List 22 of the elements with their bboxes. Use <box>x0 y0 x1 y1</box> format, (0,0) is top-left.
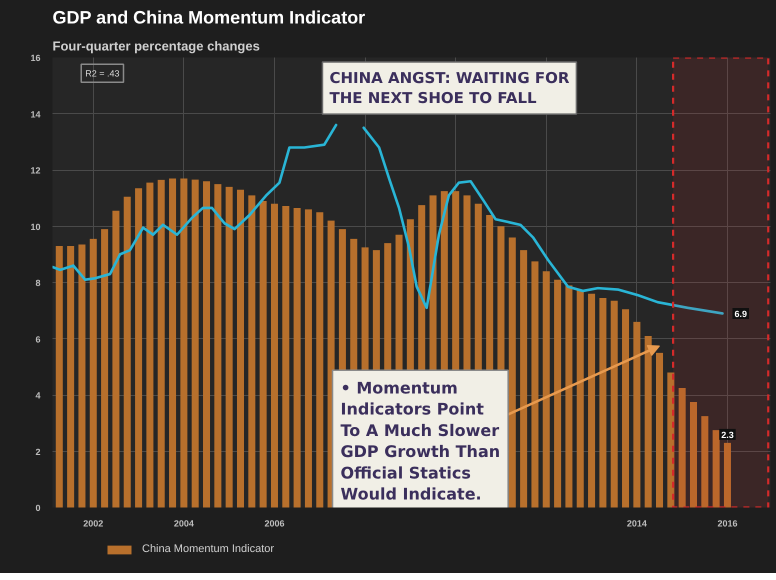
y-tick-label: 8 <box>35 278 41 288</box>
x-tick-label: 2014 <box>626 518 647 528</box>
y-tick-label: 12 <box>30 166 41 176</box>
chart-subtitle: Four-quarter percentage changes <box>52 38 260 54</box>
y-tick-label: 14 <box>30 109 41 120</box>
y-tick-label: 0 <box>35 503 41 513</box>
x-tick-label: 2004 <box>174 518 194 528</box>
y-tick-label: 6 <box>35 334 41 344</box>
annotation: • Momentum Indicators Point To A Much Slower GDP Growth Than Official Statics Would Indicate. <box>340 378 500 504</box>
y-tick-label: 16 <box>30 53 41 63</box>
data-label: 6.9 <box>734 308 747 319</box>
y-tick-label: 4 <box>35 390 41 400</box>
y-tick-label: 10 <box>30 222 41 232</box>
annotation: R2 = .43 <box>85 68 120 78</box>
legend-label: China Momentum Indicator <box>142 543 274 555</box>
y-tick-label: 2 <box>35 446 41 457</box>
x-tick-label: 2002 <box>83 518 104 528</box>
chart-title: GDP and China Momentum Indicator <box>52 8 366 28</box>
x-tick-label: 2006 <box>264 518 284 528</box>
annotation: CHINA ANGST: WAITING FOR THE NEXT SHOE TO FALL <box>329 69 570 108</box>
x-tick-label: 2016 <box>717 518 738 528</box>
data-label: 2.3 <box>721 430 734 440</box>
